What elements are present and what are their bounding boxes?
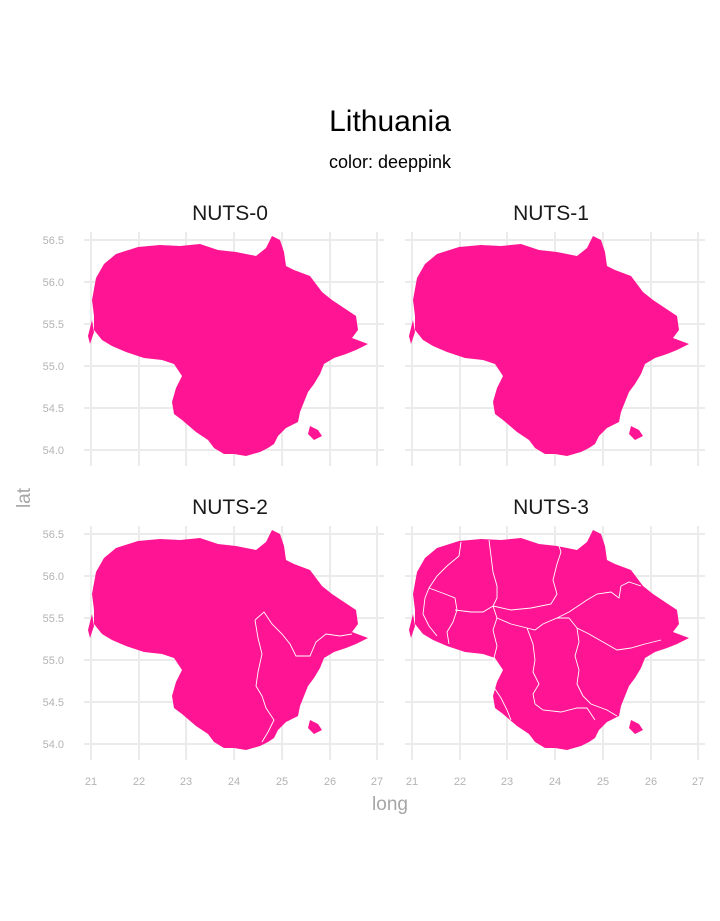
x-tick-label: 24: [228, 776, 240, 788]
panel-nuts-0: NUTS-0: [84, 202, 384, 466]
region-border: [254, 611, 353, 743]
y-axis-title: lat: [14, 487, 35, 508]
x-tick-label: 23: [501, 776, 513, 788]
lithuania-region: [88, 530, 368, 750]
panel-nuts-3: NUTS-3: [405, 496, 705, 760]
figure-subtitle: color: deeppink: [329, 152, 452, 172]
panel-label: NUTS-2: [192, 496, 268, 519]
x-tick-label: 22: [454, 776, 466, 788]
panel-nuts-1: NUTS-1: [405, 202, 705, 466]
y-axis-ticks-top: 56.5 56.0 55.5 55.0 54.5 54.0: [43, 235, 64, 457]
y-tick-label: 54.0: [43, 739, 64, 751]
x-tick-label: 22: [133, 776, 145, 788]
x-axis-title: long: [372, 794, 408, 815]
x-axis-ticks-left: 21 22 23 24 25 26 27: [85, 776, 383, 788]
figure-title: Lithuania: [329, 105, 451, 138]
lithuania-region: [88, 236, 368, 456]
x-tick-label: 21: [406, 776, 418, 788]
x-tick-label: 26: [645, 776, 657, 788]
x-tick-label: 26: [324, 776, 336, 788]
x-tick-label: 21: [85, 776, 97, 788]
y-tick-label: 56.0: [43, 571, 64, 583]
panel-label: NUTS-3: [513, 496, 589, 519]
x-tick-label: 27: [371, 776, 383, 788]
y-tick-label: 54.5: [43, 697, 64, 709]
y-tick-label: 55.0: [43, 361, 64, 373]
panel-label: NUTS-1: [513, 202, 589, 225]
y-tick-label: 54.0: [43, 445, 64, 457]
x-tick-label: 24: [549, 776, 561, 788]
y-tick-label: 55.5: [43, 319, 64, 331]
x-tick-label: 27: [692, 776, 704, 788]
x-tick-label: 25: [276, 776, 288, 788]
y-tick-label: 56.0: [43, 277, 64, 289]
y-axis-ticks-bottom: 56.5 56.0 55.5 55.0 54.5 54.0: [43, 529, 64, 751]
x-tick-label: 25: [597, 776, 609, 788]
x-axis-ticks-right: 21 22 23 24 25 26 27: [406, 776, 704, 788]
panel-label: NUTS-0: [192, 202, 268, 225]
y-tick-label: 54.5: [43, 403, 64, 415]
county-border: [422, 539, 662, 721]
y-tick-label: 55.0: [43, 655, 64, 667]
y-tick-label: 55.5: [43, 613, 64, 625]
y-tick-label: 56.5: [43, 235, 64, 247]
x-tick-label: 23: [180, 776, 192, 788]
lithuania-region: [409, 236, 689, 456]
y-tick-label: 56.5: [43, 529, 64, 541]
panel-nuts-2: NUTS-2: [84, 496, 384, 760]
